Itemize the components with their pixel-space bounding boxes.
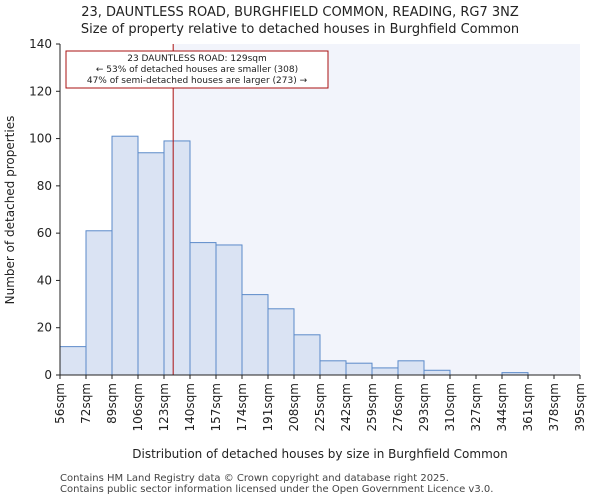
x-tick-label-157sqm: 157sqm <box>209 383 223 431</box>
annotation-line-1: 23 DAUNTLESS ROAD: 129sqm <box>127 54 267 64</box>
y-tick-label-60: 60 <box>37 226 52 240</box>
bar-293sqm <box>423 369 451 376</box>
bar-72sqm <box>85 230 113 376</box>
footer-line-2: Contains public sector information licen… <box>60 484 494 495</box>
x-tick-label-56sqm: 56sqm <box>53 383 67 424</box>
y-tick-label-80: 80 <box>37 179 52 193</box>
bar-191sqm <box>267 308 295 376</box>
footer: Contains HM Land Registry data © Crown c… <box>60 473 493 495</box>
bar-89sqm <box>111 135 139 376</box>
x-tick-label-242sqm: 242sqm <box>339 383 353 431</box>
x-tick-label-89sqm: 89sqm <box>105 383 119 424</box>
x-tick-label-259sqm: 259sqm <box>365 383 379 431</box>
chart-subtitle: Size of property relative to detached ho… <box>81 22 519 37</box>
x-tick-label-276sqm: 276sqm <box>391 383 405 431</box>
x-tick-label-174sqm: 174sqm <box>235 383 249 431</box>
annotation-box: 23 DAUNTLESS ROAD: 129sqm ← 53% of detac… <box>65 50 329 89</box>
x-tick-label-106sqm: 106sqm <box>131 383 145 431</box>
footer-line-1: Contains HM Land Registry data © Crown c… <box>60 473 449 484</box>
y-axis-label: Number of detached properties <box>3 116 17 305</box>
y-tick-label-20: 20 <box>37 321 52 335</box>
bar-123sqm <box>163 140 191 376</box>
bar-259sqm <box>371 367 399 376</box>
x-tick-label-123sqm: 123sqm <box>157 383 171 431</box>
x-axis-label: Distribution of detached houses by size … <box>132 447 507 461</box>
y-tick-label-0: 0 <box>44 368 52 382</box>
x-tick-label-225sqm: 225sqm <box>313 383 327 431</box>
x-tick-label-140sqm: 140sqm <box>183 383 197 431</box>
bar-56sqm <box>59 346 87 376</box>
y-tick-label-120: 120 <box>29 84 52 98</box>
x-tick-label-327sqm: 327sqm <box>469 383 483 431</box>
y-tick-label-140: 140 <box>29 37 52 51</box>
x-tick-label-310sqm: 310sqm <box>443 383 457 431</box>
x-tick-label-344sqm: 344sqm <box>495 383 509 431</box>
x-tick-label-378sqm: 378sqm <box>547 383 561 431</box>
bar-174sqm <box>241 294 269 376</box>
bar-208sqm <box>293 334 321 376</box>
x-tick-label-395sqm: 395sqm <box>573 383 587 431</box>
x-tick-label-361sqm: 361sqm <box>521 383 535 431</box>
x-tick-label-72sqm: 72sqm <box>79 383 93 424</box>
chart-title: 23, DAUNTLESS ROAD, BURGHFIELD COMMON, R… <box>81 5 519 20</box>
y-tick-label-100: 100 <box>29 132 52 146</box>
annotation-line-3: 47% of semi-detached houses are larger (… <box>87 76 308 86</box>
bar-276sqm <box>397 360 425 376</box>
y-tick-label-40: 40 <box>37 273 52 287</box>
bar-140sqm <box>189 242 217 376</box>
x-tick-label-293sqm: 293sqm <box>417 383 431 431</box>
x-tick-label-191sqm: 191sqm <box>261 383 275 431</box>
annotation-line-2: ← 53% of detached houses are smaller (30… <box>96 65 298 75</box>
bar-106sqm <box>137 152 165 376</box>
x-tick-label-208sqm: 208sqm <box>287 383 301 431</box>
bar-157sqm <box>215 244 243 376</box>
bar-242sqm <box>345 362 373 376</box>
bar-225sqm <box>319 360 347 376</box>
